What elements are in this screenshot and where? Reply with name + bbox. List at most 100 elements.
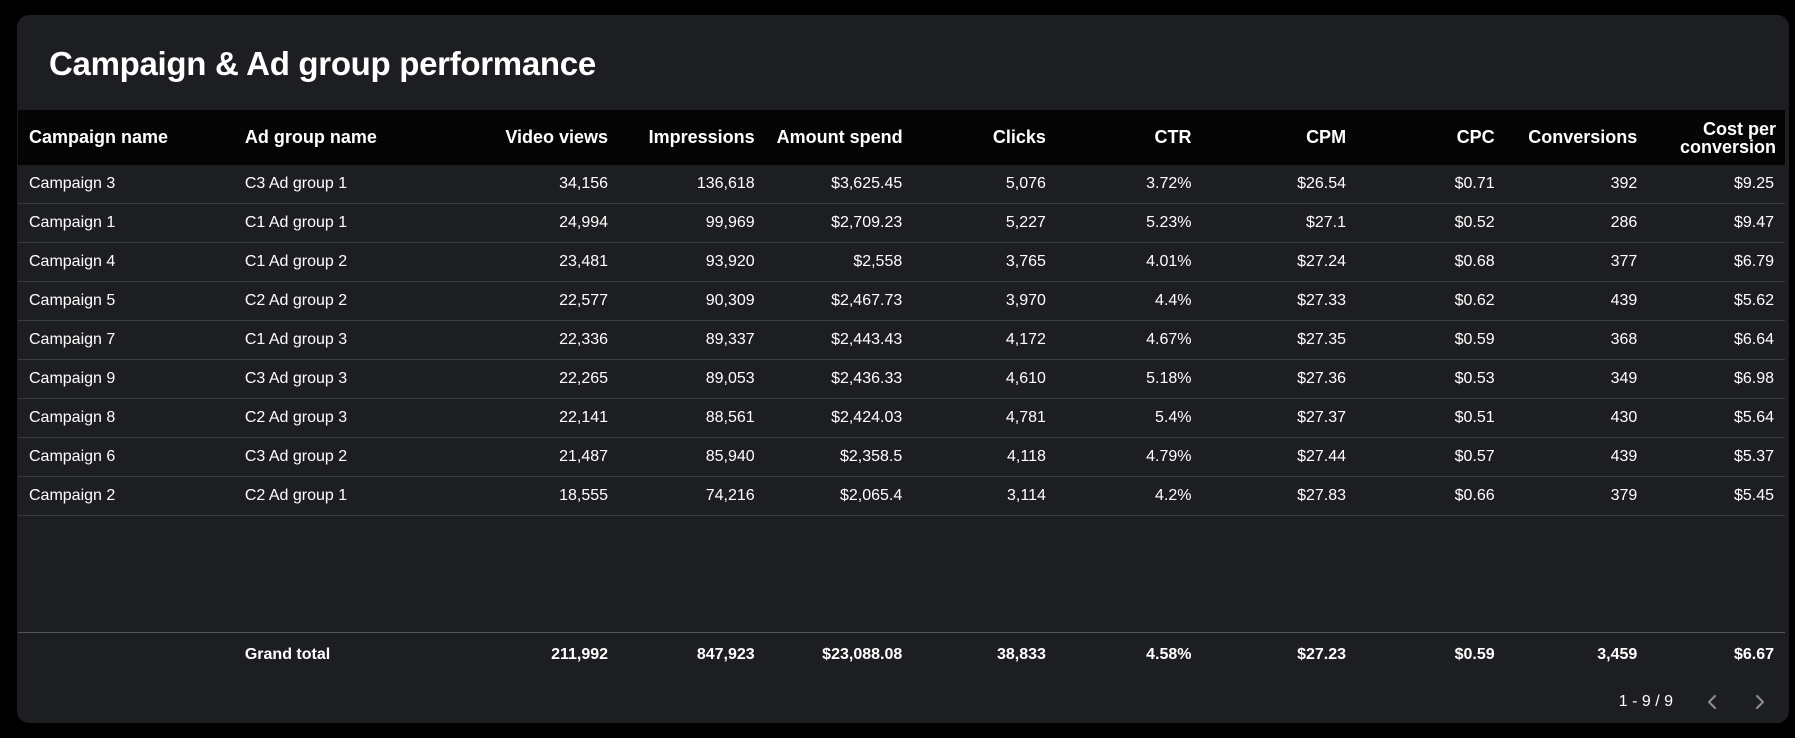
table-row: Campaign 9 C3 Ad group 3 22,265 89,053 $… bbox=[18, 360, 1785, 399]
cell-ad-group-name: C2 Ad group 3 bbox=[244, 409, 348, 426]
cell-conversions: 368 bbox=[1610, 331, 1638, 348]
next-page-button[interactable] bbox=[1749, 691, 1771, 713]
cell-cpc: $0.51 bbox=[1454, 409, 1495, 426]
column-header-cost-per-conversion[interactable]: Cost per conversion bbox=[1679, 119, 1777, 156]
cell-amount-spend: $2,467.73 bbox=[831, 292, 903, 309]
cell-impressions: 90,309 bbox=[705, 292, 755, 309]
cell-conversions: 349 bbox=[1610, 370, 1638, 387]
cell-cost-per-conversion: $5.37 bbox=[1733, 448, 1774, 465]
cell-amount-spend: $2,424.03 bbox=[831, 409, 903, 426]
cell-ad-group-name: C3 Ad group 3 bbox=[244, 370, 348, 387]
column-header-ctr[interactable]: CTR bbox=[1154, 127, 1192, 147]
cell-video-views: 24,994 bbox=[559, 214, 609, 231]
cell-video-views: 22,141 bbox=[559, 409, 609, 426]
total-conversions: 3,459 bbox=[1597, 646, 1638, 663]
column-header-campaign-name[interactable]: Campaign name bbox=[29, 127, 169, 147]
column-header-video-views[interactable]: Video views bbox=[505, 127, 609, 147]
column-header-cpc[interactable]: CPC bbox=[1456, 127, 1495, 147]
cell-cpm: $27.24 bbox=[1297, 253, 1347, 270]
cell-impressions: 88,561 bbox=[705, 409, 755, 426]
table-row: Campaign 7 C1 Ad group 3 22,336 89,337 $… bbox=[18, 321, 1785, 360]
cell-cpc: $0.68 bbox=[1454, 253, 1495, 270]
cell-cpc: $0.66 bbox=[1454, 487, 1495, 504]
cell-amount-spend: $2,443.43 bbox=[831, 331, 903, 348]
cell-amount-spend: $2,436.33 bbox=[831, 370, 903, 387]
table-row: Campaign 3 C3 Ad group 1 34,156 136,618 … bbox=[18, 165, 1785, 204]
cell-amount-spend: $2,558 bbox=[853, 253, 903, 270]
cell-cpc: $0.59 bbox=[1454, 331, 1495, 348]
cell-ad-group-name: C1 Ad group 3 bbox=[244, 331, 348, 348]
total-cost-per-conversion: $6.67 bbox=[1733, 646, 1774, 663]
cell-cost-per-conversion: $6.98 bbox=[1733, 370, 1774, 387]
cell-ad-group-name: C2 Ad group 2 bbox=[244, 292, 348, 309]
cell-conversions: 286 bbox=[1610, 214, 1638, 231]
cell-cpc: $0.62 bbox=[1454, 292, 1495, 309]
cell-ctr: 4.4% bbox=[1155, 292, 1192, 309]
column-header-amount-spend[interactable]: Amount spend bbox=[776, 127, 903, 147]
cell-impressions: 89,053 bbox=[705, 370, 755, 387]
cell-conversions: 439 bbox=[1610, 448, 1638, 465]
cell-video-views: 21,487 bbox=[559, 448, 609, 465]
cell-clicks: 5,076 bbox=[1005, 175, 1046, 192]
total-amount-spend: $23,088.08 bbox=[822, 646, 903, 663]
previous-page-button[interactable] bbox=[1701, 691, 1723, 713]
cell-cpm: $27.44 bbox=[1297, 448, 1347, 465]
cell-cpc: $0.52 bbox=[1454, 214, 1495, 231]
cell-cpm: $27.37 bbox=[1297, 409, 1347, 426]
pagination-label: 1 - 9 / 9 bbox=[1618, 693, 1673, 710]
total-impressions: 847,923 bbox=[696, 646, 755, 663]
cell-ad-group-name: C1 Ad group 1 bbox=[244, 214, 348, 231]
cell-amount-spend: $3,625.45 bbox=[831, 175, 903, 192]
performance-table: Campaign name Ad group name Video views … bbox=[18, 110, 1785, 516]
cell-clicks: 3,970 bbox=[1005, 292, 1046, 309]
table-row: Campaign 5 C2 Ad group 2 22,577 90,309 $… bbox=[18, 282, 1785, 321]
cell-amount-spend: $2,709.23 bbox=[831, 214, 903, 231]
cell-ctr: 4.67% bbox=[1146, 331, 1192, 348]
cell-cost-per-conversion: $9.47 bbox=[1733, 214, 1774, 231]
grand-total-row: Grand total 211,992 847,923 $23,088.08 3… bbox=[18, 632, 1785, 677]
cell-cpc: $0.57 bbox=[1454, 448, 1495, 465]
cell-ctr: 4.2% bbox=[1155, 487, 1192, 504]
card-title: Campaign & Ad group performance bbox=[49, 45, 596, 82]
cell-ad-group-name: C3 Ad group 1 bbox=[244, 175, 348, 192]
column-header-cpm[interactable]: CPM bbox=[1306, 127, 1347, 147]
total-ctr: 4.58% bbox=[1146, 646, 1192, 663]
column-header-clicks[interactable]: Clicks bbox=[992, 127, 1046, 147]
cell-cost-per-conversion: $5.62 bbox=[1733, 292, 1774, 309]
cell-clicks: 3,114 bbox=[1007, 487, 1046, 504]
cell-campaign-name: Campaign 6 bbox=[29, 448, 116, 465]
cell-impressions: 99,969 bbox=[705, 214, 755, 231]
cell-clicks: 4,172 bbox=[1005, 331, 1046, 348]
column-header-impressions[interactable]: Impressions bbox=[648, 127, 755, 147]
total-cpc: $0.59 bbox=[1454, 646, 1495, 663]
chevron-right-icon bbox=[1755, 694, 1765, 710]
cell-campaign-name: Campaign 5 bbox=[29, 292, 116, 309]
column-header-conversions[interactable]: Conversions bbox=[1528, 127, 1638, 147]
cell-conversions: 377 bbox=[1610, 253, 1638, 270]
cell-campaign-name: Campaign 9 bbox=[29, 370, 116, 387]
cell-ad-group-name: C2 Ad group 1 bbox=[244, 487, 348, 504]
table-row: Campaign 2 C2 Ad group 1 18,555 74,216 $… bbox=[18, 477, 1785, 516]
cell-campaign-name: Campaign 2 bbox=[29, 487, 116, 504]
cell-ctr: 5.18% bbox=[1146, 370, 1192, 387]
cell-conversions: 379 bbox=[1610, 487, 1638, 504]
cell-amount-spend: $2,065.4 bbox=[839, 487, 903, 504]
cell-cpc: $0.53 bbox=[1454, 370, 1495, 387]
cell-video-views: 23,481 bbox=[559, 253, 609, 270]
cell-conversions: 392 bbox=[1610, 175, 1638, 192]
cell-video-views: 22,577 bbox=[559, 292, 609, 309]
cell-cpm: $27.36 bbox=[1297, 370, 1347, 387]
cell-ctr: 3.72% bbox=[1146, 175, 1192, 192]
chevron-left-icon bbox=[1707, 694, 1717, 710]
cell-clicks: 3,765 bbox=[1005, 253, 1046, 270]
cell-cost-per-conversion: $9.25 bbox=[1733, 175, 1774, 192]
cell-impressions: 89,337 bbox=[705, 331, 755, 348]
table-row: Campaign 8 C2 Ad group 3 22,141 88,561 $… bbox=[18, 399, 1785, 438]
cell-cost-per-conversion: $5.64 bbox=[1733, 409, 1774, 426]
cell-impressions: 136,618 bbox=[696, 175, 755, 192]
table-row: Campaign 4 C1 Ad group 2 23,481 93,920 $… bbox=[18, 243, 1785, 282]
cell-cpm: $27.35 bbox=[1297, 331, 1347, 348]
column-header-ad-group-name[interactable]: Ad group name bbox=[244, 127, 377, 147]
cell-cpm: $27.83 bbox=[1297, 487, 1347, 504]
cell-cpm: $26.54 bbox=[1297, 175, 1347, 192]
